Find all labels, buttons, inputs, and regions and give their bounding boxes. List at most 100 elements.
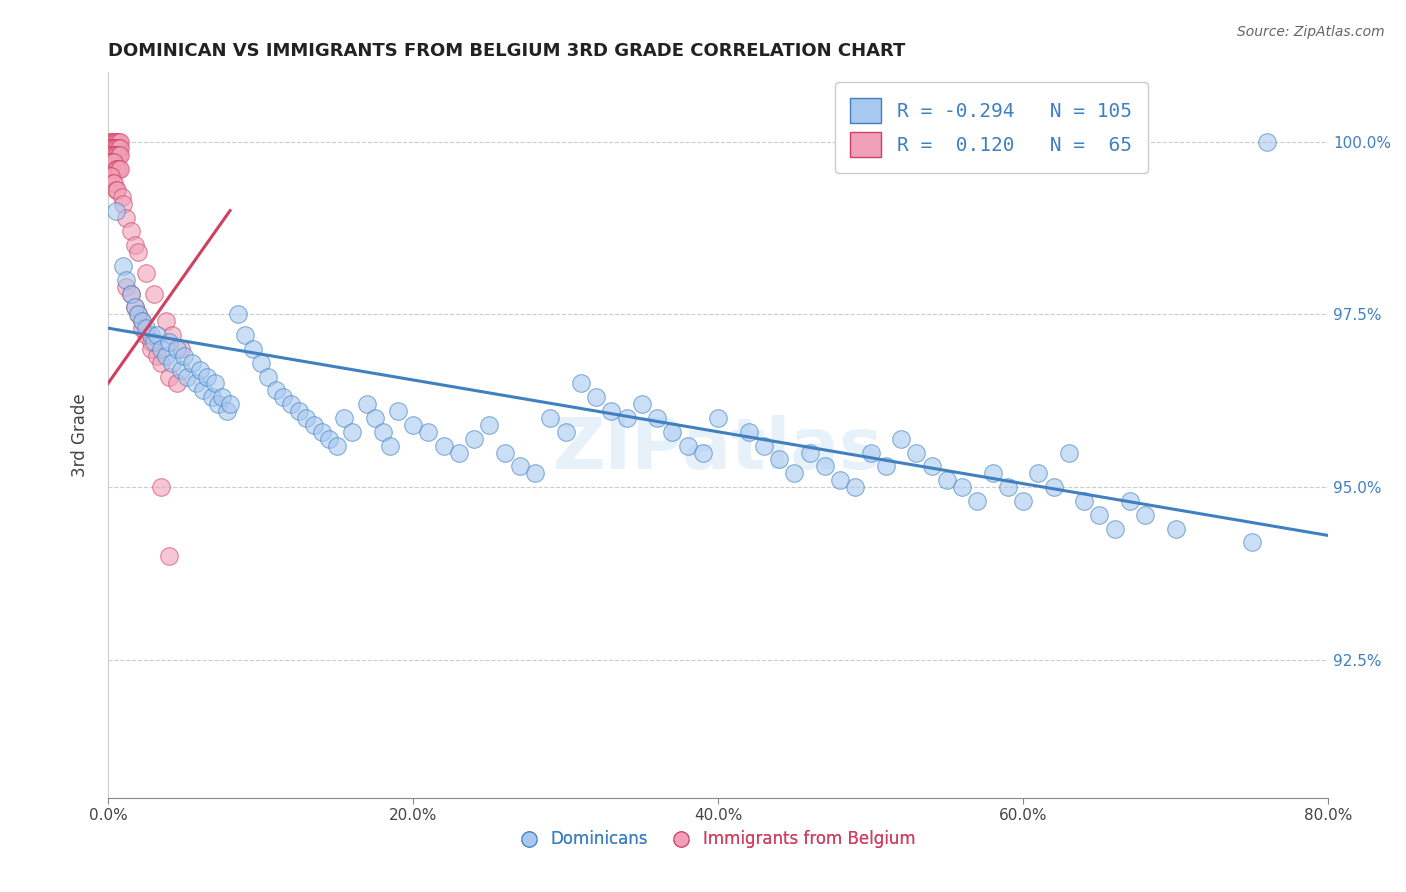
Point <box>226 307 249 321</box>
Point <box>215 404 238 418</box>
Point <box>707 411 730 425</box>
Point <box>1133 508 1156 522</box>
Point <box>135 266 157 280</box>
Point <box>273 390 295 404</box>
Point <box>661 425 683 439</box>
Point <box>201 390 224 404</box>
Point <box>115 273 138 287</box>
Point <box>107 141 129 155</box>
Point <box>242 342 264 356</box>
Point <box>195 369 218 384</box>
Point <box>752 439 775 453</box>
Point <box>131 314 153 328</box>
Point <box>676 439 699 453</box>
Point <box>1073 494 1095 508</box>
Point <box>115 279 138 293</box>
Point <box>108 141 131 155</box>
Point <box>814 459 837 474</box>
Point <box>478 417 501 432</box>
Point <box>150 342 173 356</box>
Point <box>768 452 790 467</box>
Point <box>104 141 127 155</box>
Point <box>170 362 193 376</box>
Point <box>1164 522 1187 536</box>
Point <box>828 473 851 487</box>
Point <box>340 425 363 439</box>
Point <box>128 245 150 260</box>
Point <box>378 439 401 453</box>
Point <box>692 445 714 459</box>
Point <box>100 155 122 169</box>
Point <box>447 445 470 459</box>
Point <box>139 342 162 356</box>
Point <box>105 162 128 177</box>
Point <box>997 480 1019 494</box>
Point <box>157 369 180 384</box>
Point <box>737 425 759 439</box>
Point <box>107 162 129 177</box>
Point <box>128 307 150 321</box>
Point <box>387 404 409 418</box>
Point <box>1057 445 1080 459</box>
Point <box>150 480 173 494</box>
Point <box>124 238 146 252</box>
Point <box>120 286 142 301</box>
Point <box>1104 522 1126 536</box>
Point <box>890 432 912 446</box>
Point <box>280 397 302 411</box>
Point <box>364 411 387 425</box>
Point <box>311 425 333 439</box>
Point <box>249 356 271 370</box>
Point <box>103 148 125 162</box>
Point <box>98 135 121 149</box>
Point <box>799 445 821 459</box>
Point <box>166 376 188 391</box>
Point <box>219 397 242 411</box>
Point <box>1088 508 1111 522</box>
Point <box>981 467 1004 481</box>
Point <box>112 196 135 211</box>
Point <box>585 390 607 404</box>
Text: DOMINICAN VS IMMIGRANTS FROM BELGIUM 3RD GRADE CORRELATION CHART: DOMINICAN VS IMMIGRANTS FROM BELGIUM 3RD… <box>108 42 905 60</box>
Point <box>98 169 121 183</box>
Point <box>509 459 531 474</box>
Point <box>600 404 623 418</box>
Point <box>295 411 318 425</box>
Point <box>98 148 121 162</box>
Point <box>524 467 547 481</box>
Point <box>111 190 134 204</box>
Point <box>108 135 131 149</box>
Point <box>966 494 988 508</box>
Point <box>120 286 142 301</box>
Y-axis label: 3rd Grade: 3rd Grade <box>72 393 89 477</box>
Point <box>101 135 124 149</box>
Point <box>173 349 195 363</box>
Point <box>188 362 211 376</box>
Point <box>112 259 135 273</box>
Point <box>783 467 806 481</box>
Point <box>128 307 150 321</box>
Point <box>418 425 440 439</box>
Point <box>100 169 122 183</box>
Point <box>120 224 142 238</box>
Point <box>108 162 131 177</box>
Point <box>150 356 173 370</box>
Point <box>105 135 128 149</box>
Point <box>104 203 127 218</box>
Point <box>371 425 394 439</box>
Point <box>176 369 198 384</box>
Point <box>921 459 943 474</box>
Point <box>131 321 153 335</box>
Point <box>859 445 882 459</box>
Point <box>318 432 340 446</box>
Point <box>326 439 349 453</box>
Point <box>142 334 165 349</box>
Point <box>538 411 561 425</box>
Point <box>191 384 214 398</box>
Point <box>180 356 202 370</box>
Point <box>1012 494 1035 508</box>
Point <box>233 328 256 343</box>
Point <box>101 176 124 190</box>
Point <box>302 417 325 432</box>
Point <box>107 135 129 149</box>
